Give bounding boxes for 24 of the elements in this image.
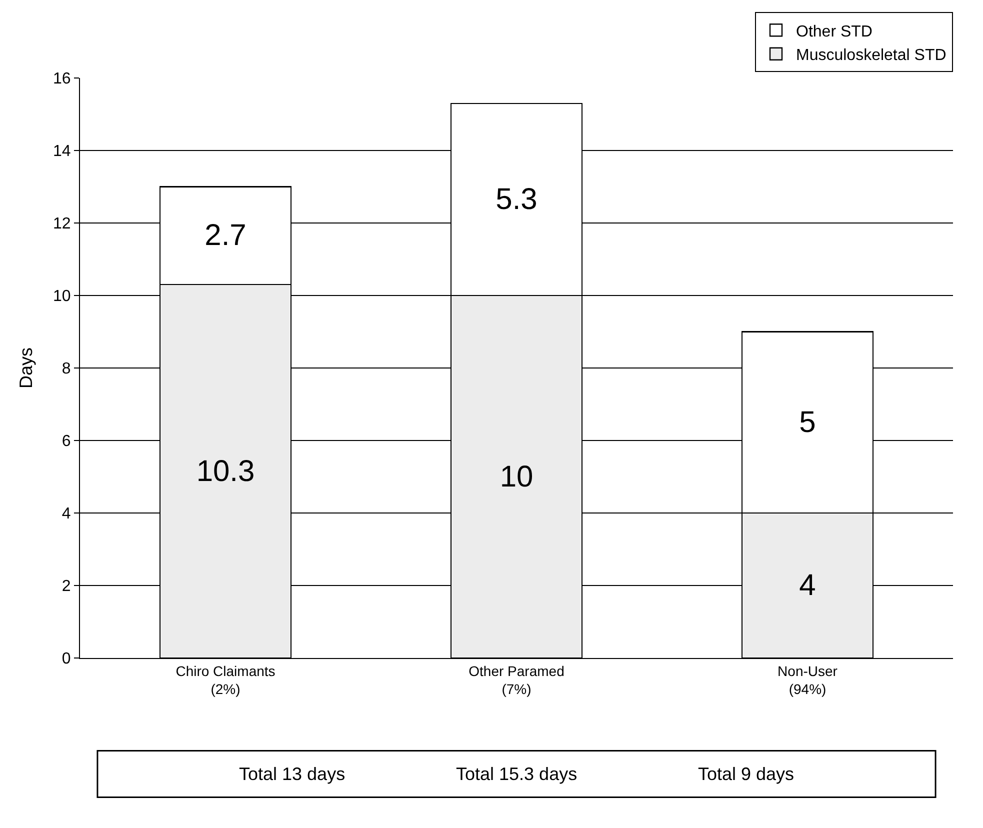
- y-axis-title: Days: [16, 347, 36, 389]
- y-tick-label: 16: [53, 70, 71, 88]
- data-label: 10.3: [196, 454, 255, 488]
- y-tick-label: 14: [53, 143, 71, 160]
- y-tick-label: 4: [62, 506, 71, 523]
- x-tick-label: Chiro Claimants (2%): [176, 662, 276, 697]
- y-tick-label: 2: [62, 578, 71, 596]
- y-tick-label: 8: [62, 360, 71, 378]
- y-tick-label: 10: [53, 288, 71, 306]
- y-tick-label: 0: [62, 650, 71, 668]
- data-label: 5.3: [496, 182, 538, 216]
- text: Total 9 days: [698, 764, 794, 784]
- data-label: 2.7: [204, 219, 246, 252]
- data-label: 10: [500, 460, 534, 494]
- text: Total 13 days: [239, 764, 346, 784]
- y-tick-label: 6: [62, 433, 71, 450]
- x-tick-label: Non-User (94%): [778, 662, 838, 697]
- x-tick-label: Other Paramed (7%): [468, 662, 564, 697]
- data-label: 4: [799, 569, 816, 602]
- legend-label: Musculoskeletal STD: [796, 47, 946, 64]
- text: Total 15.3 days: [456, 764, 578, 784]
- data-label: 5: [799, 406, 816, 439]
- y-tick-label: 12: [53, 216, 71, 233]
- legend-label: Other STD: [796, 23, 872, 40]
